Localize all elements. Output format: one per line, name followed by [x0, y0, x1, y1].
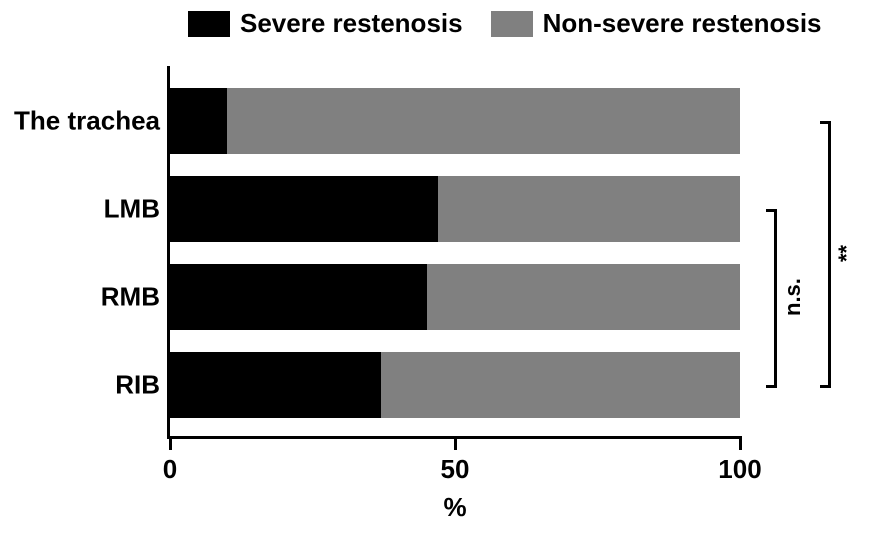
plot-area — [170, 66, 740, 436]
legend-item: Severe restenosis — [188, 8, 463, 39]
y-axis — [167, 66, 170, 439]
bar-segment-nonsevere — [381, 352, 740, 418]
legend-label: Severe restenosis — [240, 8, 463, 39]
bar-row — [170, 176, 740, 242]
bar-segment-severe — [170, 352, 381, 418]
x-tick — [169, 436, 172, 450]
x-axis-label: % — [443, 492, 466, 523]
x-tick — [454, 436, 457, 450]
legend-swatch — [491, 11, 533, 37]
y-category-label: RIB — [115, 370, 160, 401]
significance-label: n.s. — [782, 209, 804, 385]
legend-label: Non-severe restenosis — [543, 8, 822, 39]
significance-label: ** — [836, 121, 858, 385]
bar-row — [170, 88, 740, 154]
significance-bracket — [828, 121, 831, 388]
x-tick-label: 0 — [163, 454, 177, 485]
y-category-label: LMB — [104, 194, 160, 225]
bar-segment-severe — [170, 264, 427, 330]
significance-bracket — [774, 209, 777, 388]
significance-bracket-cap — [820, 385, 831, 388]
bar-segment-nonsevere — [427, 264, 741, 330]
significance-bracket-cap — [820, 121, 831, 124]
bar-row — [170, 352, 740, 418]
bar-segment-severe — [170, 88, 227, 154]
significance-bracket-cap — [766, 385, 777, 388]
significance-bracket-cap — [766, 209, 777, 212]
legend-swatch — [188, 11, 230, 37]
chart-canvas: Severe restenosis Non-severe restenosis T… — [0, 0, 896, 560]
x-tick-label: 50 — [441, 454, 470, 485]
y-category-label: RMB — [101, 282, 160, 313]
bar-segment-nonsevere — [438, 176, 740, 242]
bar-segment-nonsevere — [227, 88, 740, 154]
y-category-label: The trachea — [14, 106, 160, 137]
legend-item: Non-severe restenosis — [491, 8, 822, 39]
legend: Severe restenosis Non-severe restenosis — [188, 8, 822, 39]
x-tick — [739, 436, 742, 450]
bar-segment-severe — [170, 176, 438, 242]
bar-row — [170, 264, 740, 330]
x-tick-label: 100 — [718, 454, 761, 485]
